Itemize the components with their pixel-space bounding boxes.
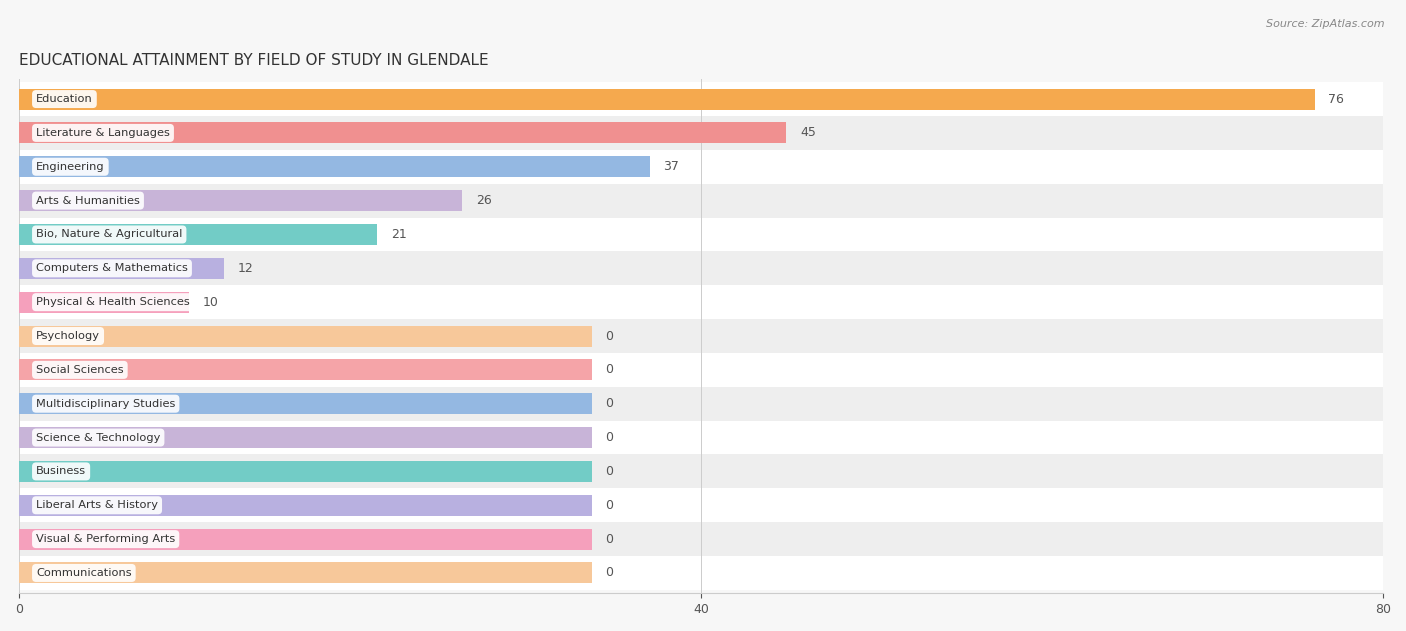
Bar <box>20 421 1384 454</box>
Bar <box>20 387 1384 421</box>
Bar <box>20 393 592 414</box>
Text: Psychology: Psychology <box>37 331 100 341</box>
Text: Communications: Communications <box>37 568 132 578</box>
Bar <box>20 258 224 279</box>
Text: 10: 10 <box>202 296 219 309</box>
Text: Engineering: Engineering <box>37 162 104 172</box>
Bar <box>20 529 592 550</box>
Bar <box>20 82 1384 116</box>
Text: 0: 0 <box>606 533 613 546</box>
Text: 0: 0 <box>606 363 613 376</box>
Text: Bio, Nature & Agricultural: Bio, Nature & Agricultural <box>37 230 183 239</box>
Text: 12: 12 <box>238 262 253 275</box>
Text: 0: 0 <box>606 465 613 478</box>
Bar <box>20 184 1384 218</box>
Bar <box>20 326 592 346</box>
Bar <box>20 353 1384 387</box>
Text: Liberal Arts & History: Liberal Arts & History <box>37 500 157 510</box>
Bar <box>20 88 1315 110</box>
Text: 0: 0 <box>606 329 613 343</box>
Bar <box>20 116 1384 150</box>
Bar <box>20 461 592 482</box>
Text: 0: 0 <box>606 431 613 444</box>
Text: Source: ZipAtlas.com: Source: ZipAtlas.com <box>1267 19 1385 29</box>
Bar <box>20 292 190 312</box>
Bar <box>20 556 1384 590</box>
Text: 0: 0 <box>606 398 613 410</box>
Bar <box>20 562 592 584</box>
Bar <box>20 190 463 211</box>
Bar <box>20 224 377 245</box>
Bar <box>20 495 592 516</box>
Text: 37: 37 <box>664 160 679 174</box>
Text: Physical & Health Sciences: Physical & Health Sciences <box>37 297 190 307</box>
Text: Education: Education <box>37 94 93 104</box>
Bar <box>20 150 1384 184</box>
Bar <box>20 360 592 380</box>
Bar <box>20 427 592 448</box>
Bar <box>20 122 786 143</box>
Bar <box>20 156 650 177</box>
Bar <box>20 251 1384 285</box>
Text: 21: 21 <box>391 228 406 241</box>
Text: Literature & Languages: Literature & Languages <box>37 128 170 138</box>
Text: Social Sciences: Social Sciences <box>37 365 124 375</box>
Text: Science & Technology: Science & Technology <box>37 433 160 442</box>
Text: 26: 26 <box>477 194 492 207</box>
Bar <box>20 522 1384 556</box>
Text: 45: 45 <box>800 126 815 139</box>
Text: EDUCATIONAL ATTAINMENT BY FIELD OF STUDY IN GLENDALE: EDUCATIONAL ATTAINMENT BY FIELD OF STUDY… <box>20 53 489 68</box>
Text: Computers & Mathematics: Computers & Mathematics <box>37 263 188 273</box>
Bar <box>20 218 1384 251</box>
Bar <box>20 285 1384 319</box>
Text: Multidisciplinary Studies: Multidisciplinary Studies <box>37 399 176 409</box>
Text: 0: 0 <box>606 498 613 512</box>
Text: 76: 76 <box>1329 93 1344 105</box>
Text: 0: 0 <box>606 567 613 579</box>
Bar <box>20 319 1384 353</box>
Text: Business: Business <box>37 466 86 476</box>
Bar <box>20 454 1384 488</box>
Text: Arts & Humanities: Arts & Humanities <box>37 196 141 206</box>
Bar <box>20 488 1384 522</box>
Text: Visual & Performing Arts: Visual & Performing Arts <box>37 534 176 544</box>
